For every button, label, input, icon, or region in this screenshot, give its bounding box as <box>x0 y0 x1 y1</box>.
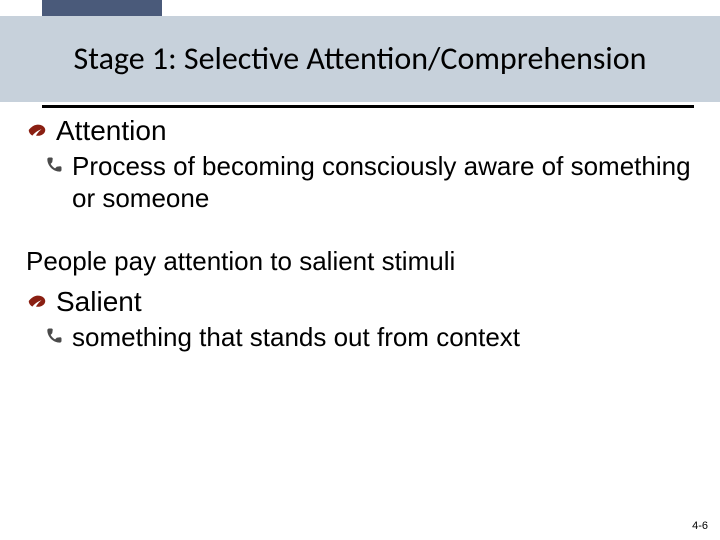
phone-icon <box>44 155 64 175</box>
title-block: Stage 1: Selective Attention/Comprehensi… <box>0 0 720 108</box>
bullet-level1: Salient <box>26 285 694 319</box>
bullet-text: Salient <box>56 285 142 319</box>
bullet-level2: Process of becoming consciously aware of… <box>26 150 694 215</box>
bullet-level1: Attention <box>26 114 694 148</box>
leaf-icon <box>26 291 48 313</box>
phone-icon <box>44 326 64 346</box>
page-number: 4-6 <box>692 520 708 532</box>
leaf-icon <box>26 120 48 142</box>
body-paragraph: People pay attention to salient stimuli <box>26 245 694 278</box>
title-underline <box>42 105 694 108</box>
bullet-text: Attention <box>56 114 167 148</box>
bullet-level2: something that stands out from context <box>26 321 694 354</box>
bullet-text: something that stands out from context <box>72 321 520 354</box>
title-bar: Stage 1: Selective Attention/Comprehensi… <box>0 16 720 102</box>
slide-title: Stage 1: Selective Attention/Comprehensi… <box>74 41 647 78</box>
title-tab <box>42 0 162 16</box>
content-area: Attention Process of becoming consciousl… <box>26 112 694 353</box>
bullet-text: Process of becoming consciously aware of… <box>72 150 694 215</box>
